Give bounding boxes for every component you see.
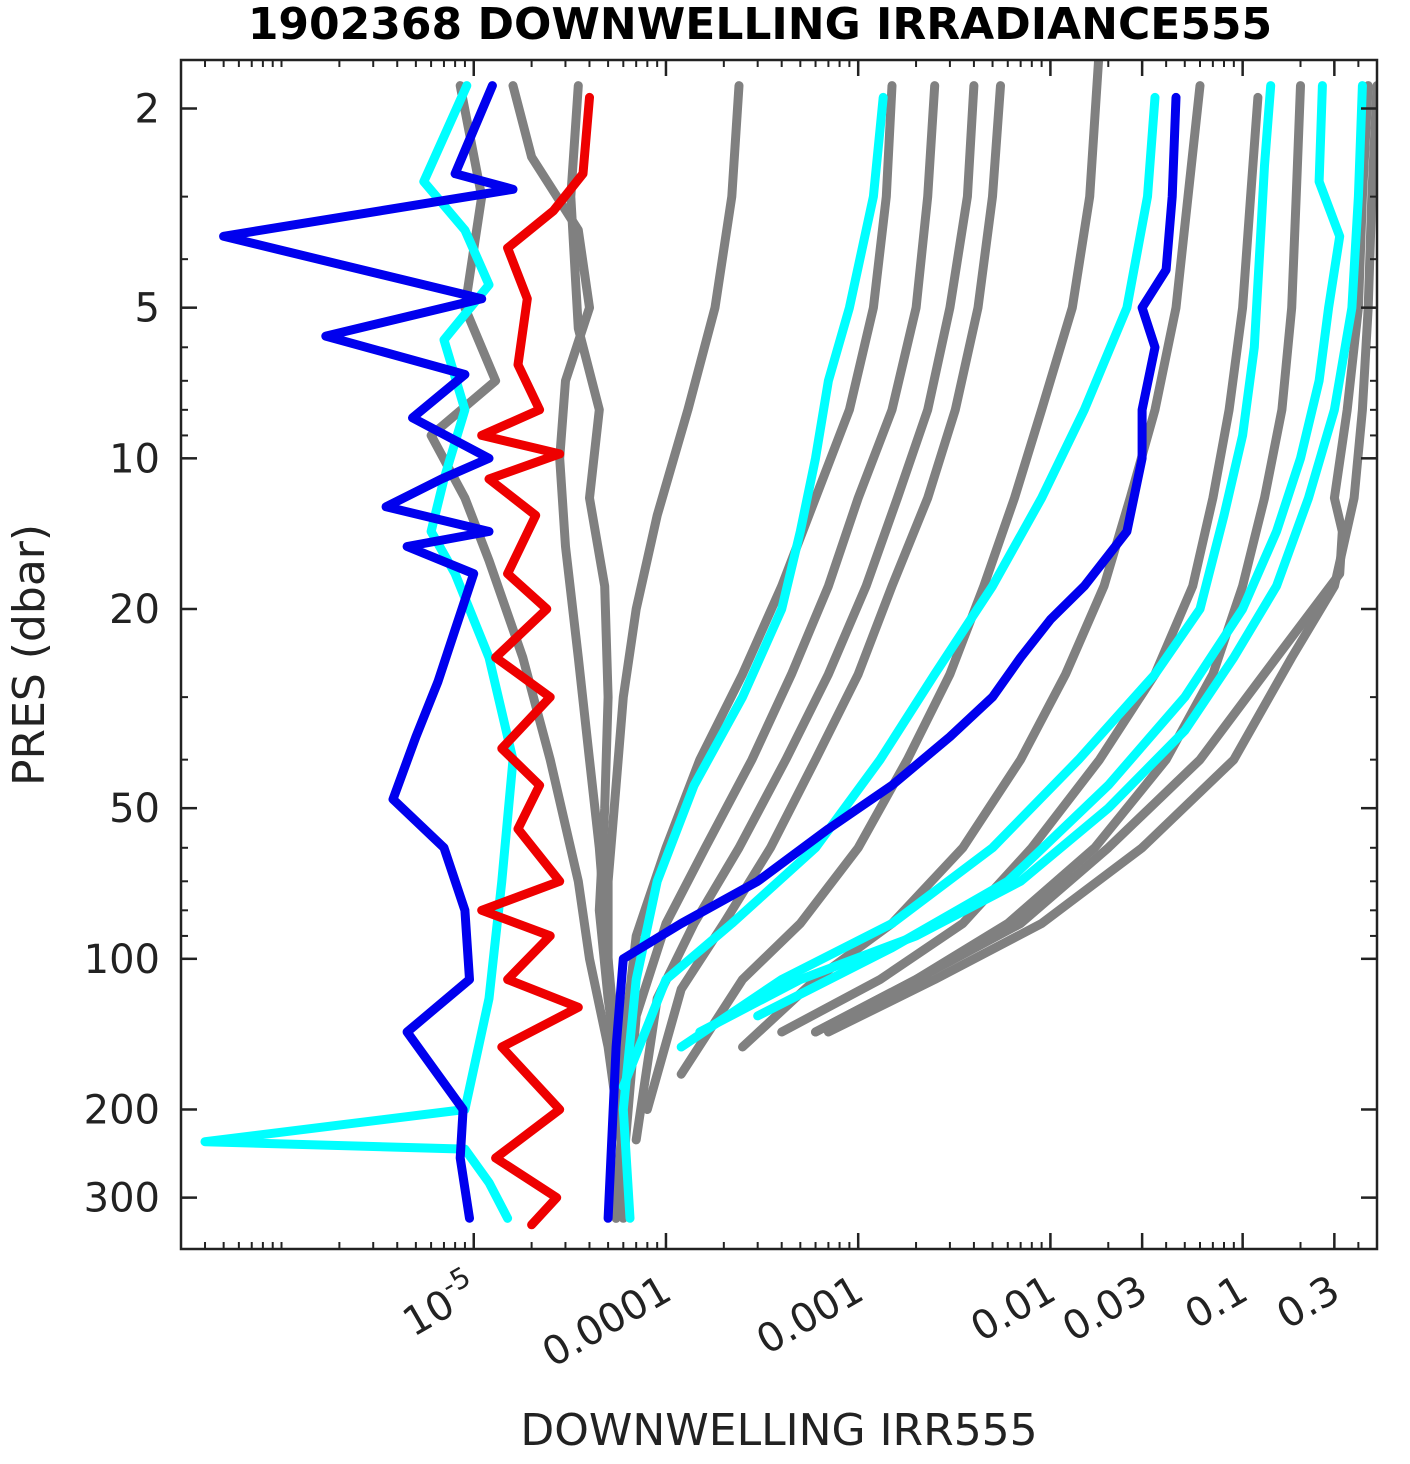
- series-line-21: [219, 81, 518, 1223]
- x-tick-label: 0.3: [1269, 1267, 1347, 1339]
- y-tick-label: 5: [135, 286, 160, 332]
- series-line-4: [603, 81, 744, 1217]
- chart-title: 1902368 DOWNWELLING IRRADIANCE555: [248, 0, 1272, 50]
- series-line-1: [426, 81, 628, 1223]
- series-line-11: [777, 92, 1263, 1037]
- x-tick-label: 0.01: [963, 1267, 1063, 1351]
- series-line-14: [823, 81, 1377, 1037]
- x-tick-label-group: 0.03: [1055, 1267, 1155, 1351]
- x-tick-exponent: -5: [436, 1260, 477, 1303]
- series-line-22: [603, 92, 1181, 1223]
- x-tick-label: 0.001: [749, 1267, 871, 1364]
- series-line-20: [695, 81, 1367, 1037]
- series-line-18: [676, 81, 1276, 1052]
- x-tick-label: 0.03: [1055, 1267, 1155, 1351]
- y-tick-label: 2: [135, 87, 160, 133]
- x-tick-label-group: 0.0001: [535, 1267, 679, 1377]
- x-tick-labels: 10-5 0.0001 0.001 0.010.03 0.1 0.3: [391, 1260, 1347, 1377]
- series-line-7: [631, 81, 979, 1145]
- y-tick-label: 200: [84, 1087, 160, 1133]
- y-tick-label: 300: [84, 1176, 160, 1222]
- series-line-19: [753, 81, 1345, 1021]
- y-tick-label: 100: [84, 937, 160, 983]
- series-line-17: [618, 92, 1160, 1092]
- series-line-23: [477, 92, 594, 1230]
- x-tick-label-group: 0.1: [1177, 1267, 1255, 1339]
- series-layer: [200, 60, 1377, 1230]
- plot-background: [181, 60, 1377, 1249]
- x-tick-label: 0.1: [1177, 1267, 1255, 1339]
- y-tick-labels: 2 5 10 20 50 100 200 300: [84, 87, 160, 1222]
- y-tick-label: 10: [109, 436, 160, 482]
- x-tick-label: 0.0001: [535, 1267, 679, 1377]
- x-tick-label: 10-5: [391, 1260, 486, 1346]
- x-tick-label-group: 0.01: [963, 1267, 1063, 1351]
- x-tick-label-group: 0.3: [1269, 1267, 1347, 1339]
- y-axis-label: PRES (dbar): [4, 524, 55, 786]
- series-line-16: [618, 92, 888, 1223]
- y-tick-label: 20: [109, 587, 160, 633]
- series-line-15: [200, 81, 518, 1223]
- x-tick-label-group: 0.001: [749, 1267, 871, 1364]
- x-axis-label: DOWNWELLING IRR555: [520, 1405, 1037, 1456]
- x-tick-label-group: 10-5: [391, 1260, 486, 1346]
- y-tick-label: 50: [109, 786, 160, 832]
- major-ticks: [181, 60, 1377, 1249]
- plot-frame: [179, 58, 1379, 1251]
